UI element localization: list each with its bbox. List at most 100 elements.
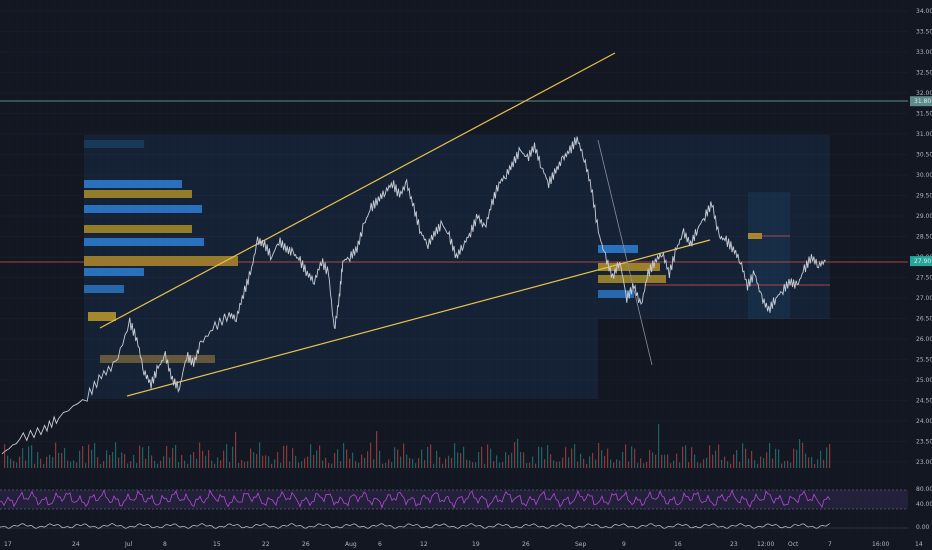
price-axis[interactable]: 34.00 33.50 33.00 32.50 32.00 31.50 31.00 30.50… (916, 8, 932, 466)
volume-bar (304, 458, 306, 468)
time-tick-label: 22 (262, 541, 270, 548)
volume-bar (454, 443, 456, 468)
time-tick-label: Oct (788, 541, 799, 548)
volume-profile-bar-right-2 (598, 275, 666, 283)
volume-bar (457, 452, 459, 468)
volume-bar (538, 446, 540, 468)
volume-bar (313, 454, 315, 468)
volume-bar (16, 462, 18, 468)
price-badge (910, 96, 932, 107)
volume-bar (415, 463, 417, 468)
price-tick-label: 33.50 (916, 29, 932, 36)
volume-bar (436, 450, 438, 468)
volume-bar (409, 458, 411, 468)
volume-bar (523, 452, 525, 468)
volume-bar (469, 460, 471, 468)
volume-bar (688, 462, 690, 468)
volume-bar (520, 451, 522, 468)
volume-bar (640, 458, 642, 468)
volume-bar (112, 451, 114, 468)
volume-bar (376, 431, 378, 468)
volume-bar (691, 447, 693, 468)
volume-bar (238, 462, 240, 468)
volume-profile-bar-left-5 (84, 238, 204, 246)
volume-bar (637, 463, 639, 468)
price-tick-label: 24.00 (916, 418, 932, 425)
volume-bar (337, 449, 339, 468)
volume-bar (154, 460, 156, 468)
volume-bar (172, 448, 174, 468)
time-axis[interactable]: 17 24 Jul 8 15 22 26 Aug 6 12 19 26 Sep 9 16 23 12:00 Oct… (4, 541, 923, 548)
volume-bar (37, 452, 39, 468)
volume-bar (583, 458, 585, 468)
volume-bar (235, 431, 237, 468)
volume-bar (784, 461, 786, 468)
volume-bar (259, 442, 261, 468)
volume-bar (136, 463, 138, 468)
volume-bar (496, 455, 498, 468)
volume-bar (361, 454, 363, 468)
price-series-line (1, 136, 826, 455)
volume-bar (766, 452, 768, 468)
volume-profile-poc-left (84, 256, 238, 266)
time-tick-label: 19 (472, 541, 480, 548)
volume-bar (484, 463, 486, 468)
price-tick-label: 32.00 (916, 90, 932, 97)
sub-pane-axes: 80.00 40.00 0.00 (916, 486, 932, 531)
volume-profile-poc-right (598, 263, 660, 271)
trendline-upper[interactable] (99, 52, 616, 329)
volume-bar (517, 438, 519, 468)
volume-bar (577, 461, 579, 468)
volume-bar (40, 458, 42, 468)
volume-bar (274, 459, 276, 468)
trendline-lower[interactable] (126, 239, 711, 397)
volume-bar (13, 460, 15, 468)
volume-bar (775, 448, 777, 468)
volume-bar (616, 459, 618, 468)
volume-bar (28, 446, 30, 468)
volume-bar (130, 461, 132, 468)
time-tick-label: Jul (124, 541, 133, 548)
volume-bar (499, 462, 501, 468)
volume-bar (814, 463, 816, 468)
volume-bar (124, 454, 126, 468)
volume-bar (451, 457, 453, 468)
volume-bar (70, 461, 72, 468)
volume-bar (94, 443, 96, 468)
volume-profile-subbox-right (748, 192, 790, 319)
volume-bar (43, 463, 45, 468)
volume-bar (796, 449, 798, 468)
price-tick-label: 27.00 (916, 295, 932, 302)
volume-bar (79, 450, 81, 468)
volume-bar (466, 459, 468, 468)
volume-bar (763, 458, 765, 468)
volume-bar (364, 457, 366, 468)
volume-bar (664, 454, 666, 468)
volume-bar (622, 451, 624, 468)
volume-bar (553, 460, 555, 468)
volume-bar (502, 462, 504, 468)
volume-bar (232, 446, 234, 468)
volume-bar (601, 450, 603, 468)
volume-bar (322, 460, 324, 468)
price-badge-label: 27.90 (914, 258, 931, 265)
volume-bar (700, 463, 702, 468)
volume-bar (211, 460, 213, 468)
price-tick-label: 26.50 (916, 316, 932, 323)
grid-lines (0, 10, 908, 463)
volume-bar (493, 461, 495, 468)
volume-bar (514, 442, 516, 468)
volume-profile-bar-left-1 (84, 180, 182, 188)
time-tick-label: 17 (4, 541, 12, 548)
volume-bar (262, 455, 264, 468)
volume-bar (292, 448, 294, 468)
volume-profile-bar-left-9 (100, 355, 215, 363)
volume-bar (214, 463, 216, 468)
volume-bar (334, 452, 336, 468)
trendline-descending[interactable] (597, 139, 653, 366)
volume-bar (703, 459, 705, 468)
volume-bar (247, 461, 249, 468)
volume-bar (355, 461, 357, 468)
volume-bar (223, 450, 225, 468)
